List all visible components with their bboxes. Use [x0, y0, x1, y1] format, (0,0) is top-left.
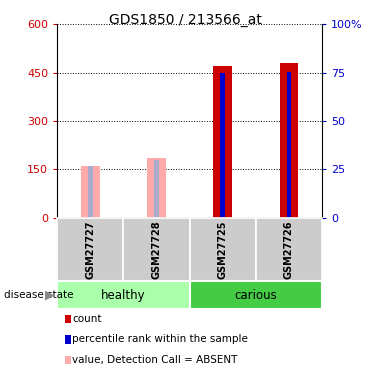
Text: value, Detection Call = ABSENT: value, Detection Call = ABSENT [72, 355, 238, 365]
Bar [221, 73, 225, 217]
Bar [88, 166, 93, 218]
Bar [286, 72, 291, 217]
Text: percentile rank within the sample: percentile rank within the sample [72, 334, 248, 344]
Bar [280, 63, 298, 217]
Text: GDS1850 / 213566_at: GDS1850 / 213566_at [108, 13, 262, 27]
Text: carious: carious [234, 289, 277, 302]
Text: GSM27728: GSM27728 [152, 220, 162, 279]
Bar [147, 158, 166, 218]
Text: GSM27727: GSM27727 [85, 220, 95, 279]
Text: count: count [72, 314, 101, 324]
Text: GSM27725: GSM27725 [218, 220, 228, 279]
Text: healthy: healthy [101, 289, 146, 302]
Text: GSM27726: GSM27726 [284, 220, 294, 279]
Bar [81, 166, 100, 218]
Text: disease state: disease state [4, 290, 73, 300]
Text: ▶: ▶ [45, 289, 55, 302]
Bar [154, 160, 159, 218]
Bar [213, 66, 232, 218]
